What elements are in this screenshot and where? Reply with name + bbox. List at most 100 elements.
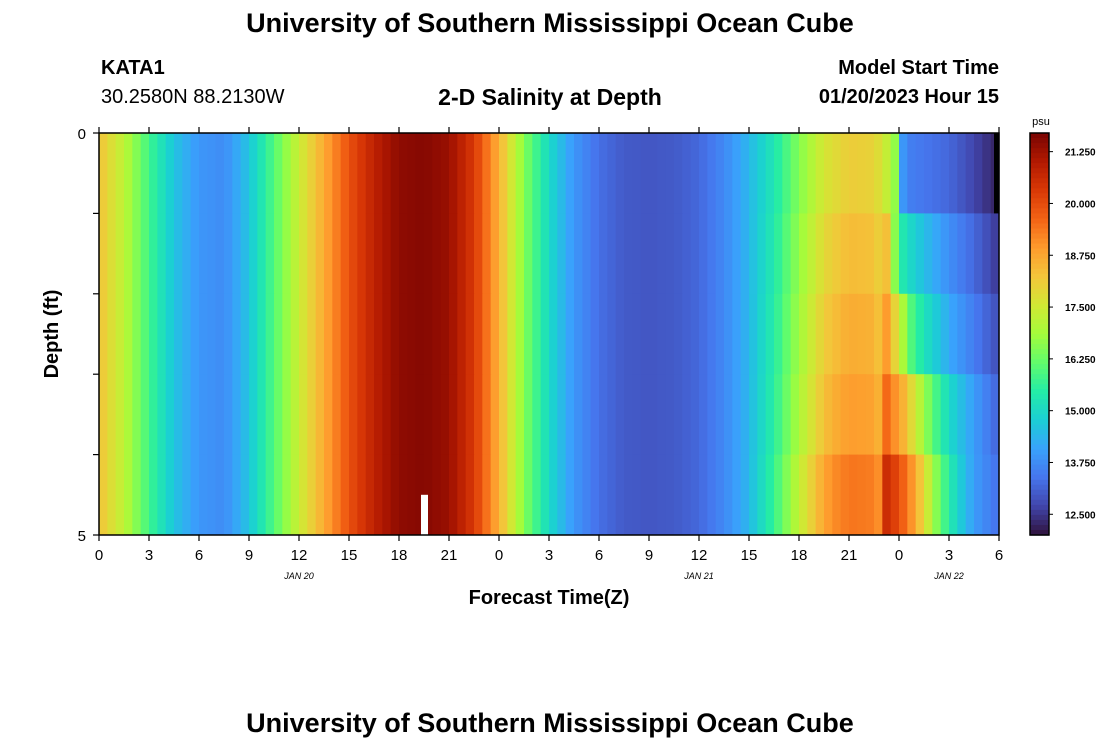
heatmap-cell: [774, 213, 783, 295]
colorbar-swatch: [1030, 459, 1049, 466]
heatmap-cell: [474, 133, 483, 214]
heatmap-cell: [315, 454, 325, 536]
heatmap-cell: [482, 133, 492, 214]
heatmap-cell: [624, 213, 633, 295]
heatmap-cell: [940, 293, 950, 375]
colorbar-swatch: [1030, 494, 1049, 501]
heatmap-cell: [232, 293, 242, 375]
heatmap-cell: [590, 374, 600, 455]
heatmap-cell: [615, 454, 625, 536]
colorbar-tick-label: 12.500: [1065, 510, 1096, 521]
heatmap-cell: [340, 374, 350, 455]
heatmap-cell: [390, 454, 400, 536]
heatmap-cell: [590, 133, 600, 214]
colorbar-swatch: [1030, 529, 1049, 536]
heatmap-cell: [274, 213, 283, 295]
heatmap-cell: [782, 133, 792, 214]
heatmap-cell: [365, 213, 375, 295]
heatmap-cell: [107, 213, 117, 295]
heatmap-cell: [832, 454, 842, 536]
heatmap-cell: [599, 374, 608, 455]
heatmap-cell: [382, 213, 392, 295]
heatmap-cell: [407, 374, 417, 455]
colorbar-swatch: [1030, 203, 1049, 209]
heatmap-cell: [532, 454, 542, 536]
heatmap-cell: [515, 374, 525, 455]
heatmap-cell: [224, 293, 233, 375]
heatmap-cell: [257, 213, 267, 295]
heatmap-cell: [357, 454, 367, 536]
colorbar-swatch: [1030, 163, 1049, 169]
heatmap-cell: [432, 213, 442, 295]
heatmap-cell: [574, 213, 583, 295]
heatmap-cell: [790, 293, 800, 375]
heatmap-cell: [882, 374, 892, 455]
heatmap-cell: [757, 374, 767, 455]
heatmap-cell: [590, 213, 600, 295]
heatmap-cell: [540, 374, 550, 455]
heatmap-cell: [790, 133, 800, 214]
heatmap-cell: [840, 213, 850, 295]
y-tick-label: 5: [78, 528, 86, 545]
heatmap-cell: [590, 293, 600, 375]
colorbar-swatch: [1030, 429, 1049, 436]
heatmap-cell: [157, 213, 167, 295]
heatmap-cell: [924, 213, 933, 295]
heatmap-cell: [249, 293, 258, 375]
heatmap-cell: [457, 133, 467, 214]
heatmap-cell: [299, 454, 308, 536]
x-tick-label: 12: [291, 547, 308, 564]
date-label: JAN 21: [683, 571, 714, 581]
heatmap-cell: [765, 213, 775, 295]
heatmap-cell: [307, 454, 317, 536]
heatmap-cell: [907, 454, 917, 536]
colorbar-swatch: [1030, 349, 1049, 355]
colorbar-swatch: [1030, 153, 1049, 159]
colorbar-swatch: [1030, 143, 1049, 149]
heatmap-cell: [315, 374, 325, 455]
heatmap-cell: [799, 454, 808, 536]
heatmap-cell: [157, 374, 167, 455]
heatmap-cell: [815, 133, 825, 214]
colorbar-swatch: [1030, 344, 1049, 350]
heatmap-cell: [374, 213, 383, 295]
heatmap-cell: [224, 454, 233, 536]
heatmap-cell: [124, 133, 133, 214]
colorbar-swatch: [1030, 404, 1049, 410]
heatmap-cell: [807, 374, 817, 455]
heatmap-cell: [840, 133, 850, 214]
colorbar-swatch: [1030, 173, 1049, 179]
heatmap-cell: [665, 374, 675, 455]
heatmap-cell: [290, 213, 300, 295]
heatmap-cell: [990, 213, 1000, 295]
missing-data-cell: [994, 133, 999, 214]
heatmap-cell: [599, 213, 608, 295]
x-tick-label: 18: [791, 547, 808, 564]
heatmap-cell: [174, 293, 183, 375]
colorbar-swatch: [1030, 469, 1049, 476]
heatmap-cell: [915, 374, 925, 455]
y-axis-label: Depth (ft): [41, 290, 63, 379]
x-tick-label: 6: [995, 547, 1003, 564]
heatmap-cell: [299, 133, 308, 214]
heatmap-cell: [174, 213, 183, 295]
heatmap-cell: [574, 133, 583, 214]
heatmap-cell: [682, 213, 692, 295]
heatmap-cell: [465, 133, 475, 214]
heatmap-cell: [482, 293, 492, 375]
colorbar-swatch: [1030, 318, 1049, 325]
colorbar-unit: psu: [1032, 116, 1050, 128]
x-tick-label: 3: [545, 547, 553, 564]
heatmap-cell: [924, 293, 933, 375]
heatmap-cell: [757, 454, 767, 536]
heatmap-cell: [740, 213, 750, 295]
heatmap-cell: [532, 213, 542, 295]
heatmap-cell: [715, 213, 725, 295]
footer-title: University of Southern Mississippi Ocean…: [246, 708, 854, 738]
heatmap-cell: [457, 293, 467, 375]
heatmap-cell: [232, 454, 242, 536]
heatmap-cell: [965, 133, 975, 214]
heatmap-cell: [215, 213, 225, 295]
heatmap-cell: [607, 293, 617, 375]
heatmap-cell: [474, 374, 483, 455]
